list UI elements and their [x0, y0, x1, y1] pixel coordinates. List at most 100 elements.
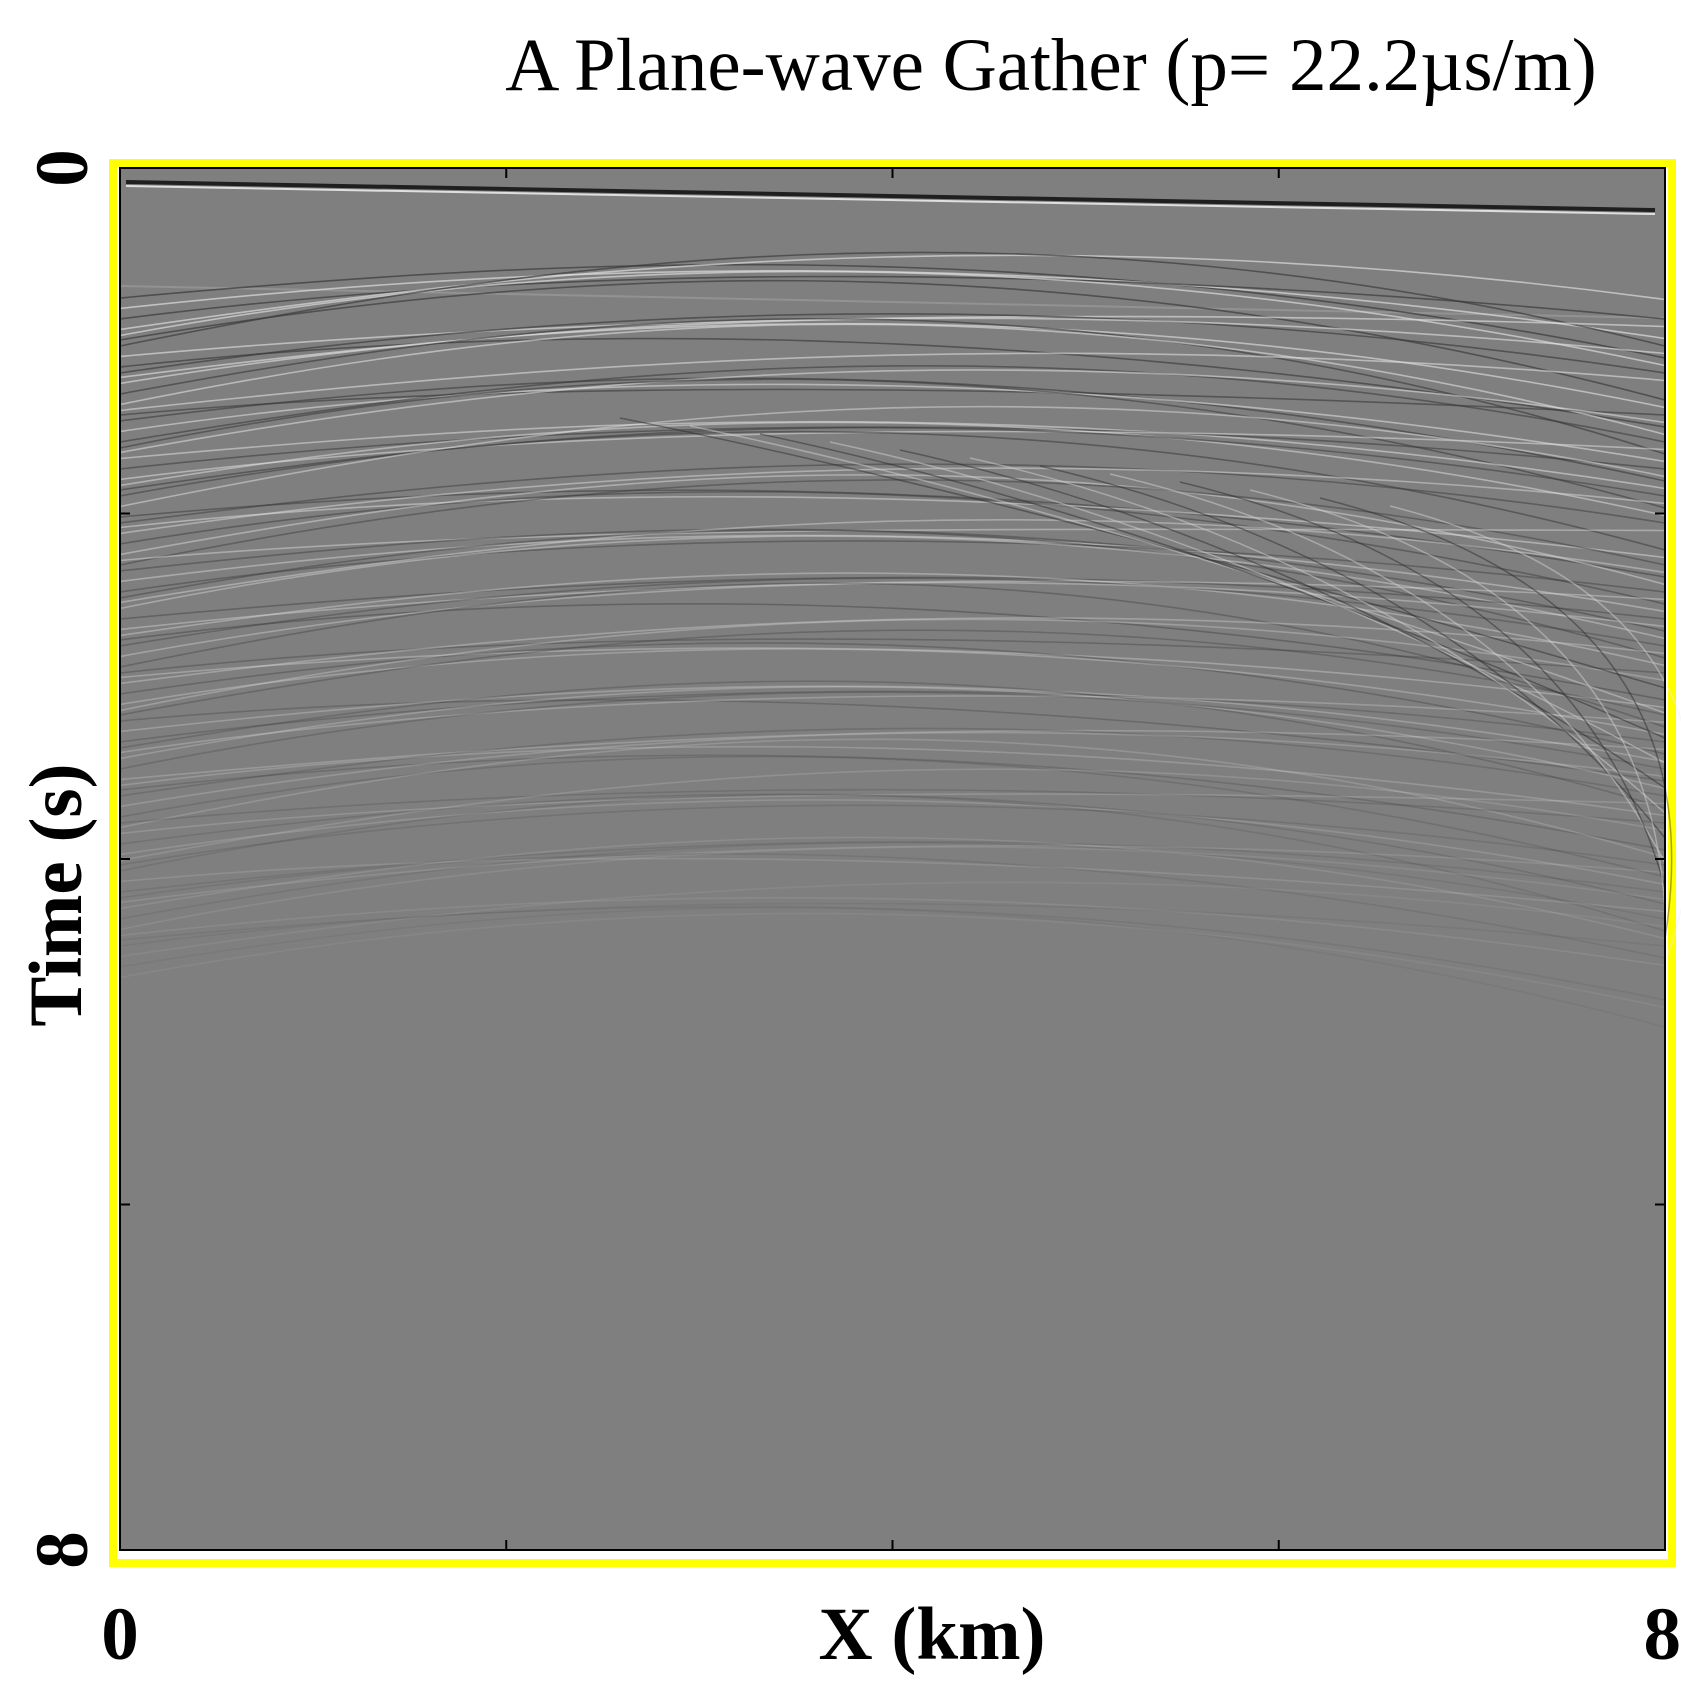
event: [119, 844, 1666, 904]
seismic-image: [120, 168, 1665, 1550]
event: [119, 572, 1666, 667]
event: [119, 794, 1666, 932]
event: [119, 768, 1666, 862]
event: [119, 270, 1666, 340]
event: [119, 840, 1666, 893]
event: [119, 463, 1666, 524]
event: [1179, 481, 1666, 889]
event: [119, 323, 1666, 436]
event: [119, 279, 1666, 401]
event: [119, 430, 1666, 551]
event: [119, 479, 1666, 566]
event: [119, 618, 1666, 712]
y-tick-label: 0: [21, 149, 104, 187]
event: [119, 755, 1666, 878]
event: [119, 846, 1666, 931]
event: [119, 474, 1666, 586]
event: [119, 638, 1666, 674]
event: [119, 841, 1666, 920]
event: [119, 337, 1666, 428]
event: [119, 686, 1666, 790]
event: [119, 535, 1666, 640]
event: [1109, 473, 1666, 864]
event: [119, 788, 1666, 824]
event: [1319, 497, 1673, 939]
event: [119, 881, 1666, 958]
event: [689, 425, 1666, 714]
event: [119, 426, 1666, 497]
event: [119, 745, 1666, 817]
event: [119, 518, 1666, 604]
event: [119, 313, 1666, 374]
event: [119, 378, 1666, 509]
event: [119, 430, 1666, 481]
event: [119, 836, 1666, 940]
event: [1389, 505, 1681, 964]
event: [759, 433, 1666, 739]
event: [119, 489, 1666, 578]
event: [119, 602, 1666, 701]
event: [119, 647, 1666, 709]
event: [119, 729, 1666, 781]
event: [119, 369, 1666, 454]
event: [119, 629, 1666, 716]
event: [119, 642, 1666, 755]
seismic-events: [119, 180, 1681, 1028]
event: [119, 490, 1666, 605]
event: [119, 853, 1666, 959]
event: [1249, 489, 1666, 914]
event: [119, 857, 1666, 913]
event: [119, 731, 1666, 808]
y-axis-label: Time (s): [15, 763, 98, 1026]
event: [119, 727, 1666, 797]
frame: [109, 159, 1676, 1567]
chart-title: A Plane-wave Gather (p= 22.2µs/m): [505, 24, 1597, 107]
event: [1039, 465, 1666, 839]
event: [119, 364, 1666, 443]
event: [119, 690, 1666, 743]
event: [619, 417, 1666, 689]
event: [119, 352, 1666, 412]
event: [119, 467, 1666, 535]
event: [119, 680, 1666, 809]
event: [119, 534, 1666, 613]
event: [119, 804, 1666, 866]
event: [829, 441, 1666, 764]
event: [119, 576, 1666, 620]
x-axis-label: X (km): [818, 1593, 1045, 1676]
event: [119, 405, 1666, 508]
event: [119, 699, 1666, 782]
event: [119, 793, 1666, 835]
event: [119, 528, 1666, 632]
event: [119, 529, 1666, 659]
event: [119, 799, 1666, 886]
plot-area: [109, 159, 1681, 1567]
event: [119, 905, 1666, 1001]
event: [119, 317, 1666, 385]
event: [119, 388, 1666, 416]
event: [969, 457, 1666, 814]
event: [119, 793, 1666, 905]
event: [119, 580, 1666, 631]
event: [125, 185, 1656, 215]
event: [119, 912, 1666, 1009]
event: [119, 270, 1666, 367]
event: [119, 528, 1666, 562]
event: [119, 695, 1666, 754]
event: [119, 377, 1666, 482]
event: [119, 322, 1666, 409]
event: [119, 540, 1666, 593]
event: [119, 495, 1666, 559]
event: [119, 902, 1666, 947]
event: [119, 906, 1666, 1028]
event: [119, 738, 1666, 859]
event: [119, 254, 1666, 331]
event: [119, 263, 1666, 359]
event: [119, 754, 1666, 851]
event: [119, 581, 1666, 658]
event: [119, 617, 1666, 685]
x-tick-label: 8: [1644, 1593, 1681, 1676]
x-tick-label: 0: [101, 1593, 139, 1676]
event: [899, 449, 1666, 789]
